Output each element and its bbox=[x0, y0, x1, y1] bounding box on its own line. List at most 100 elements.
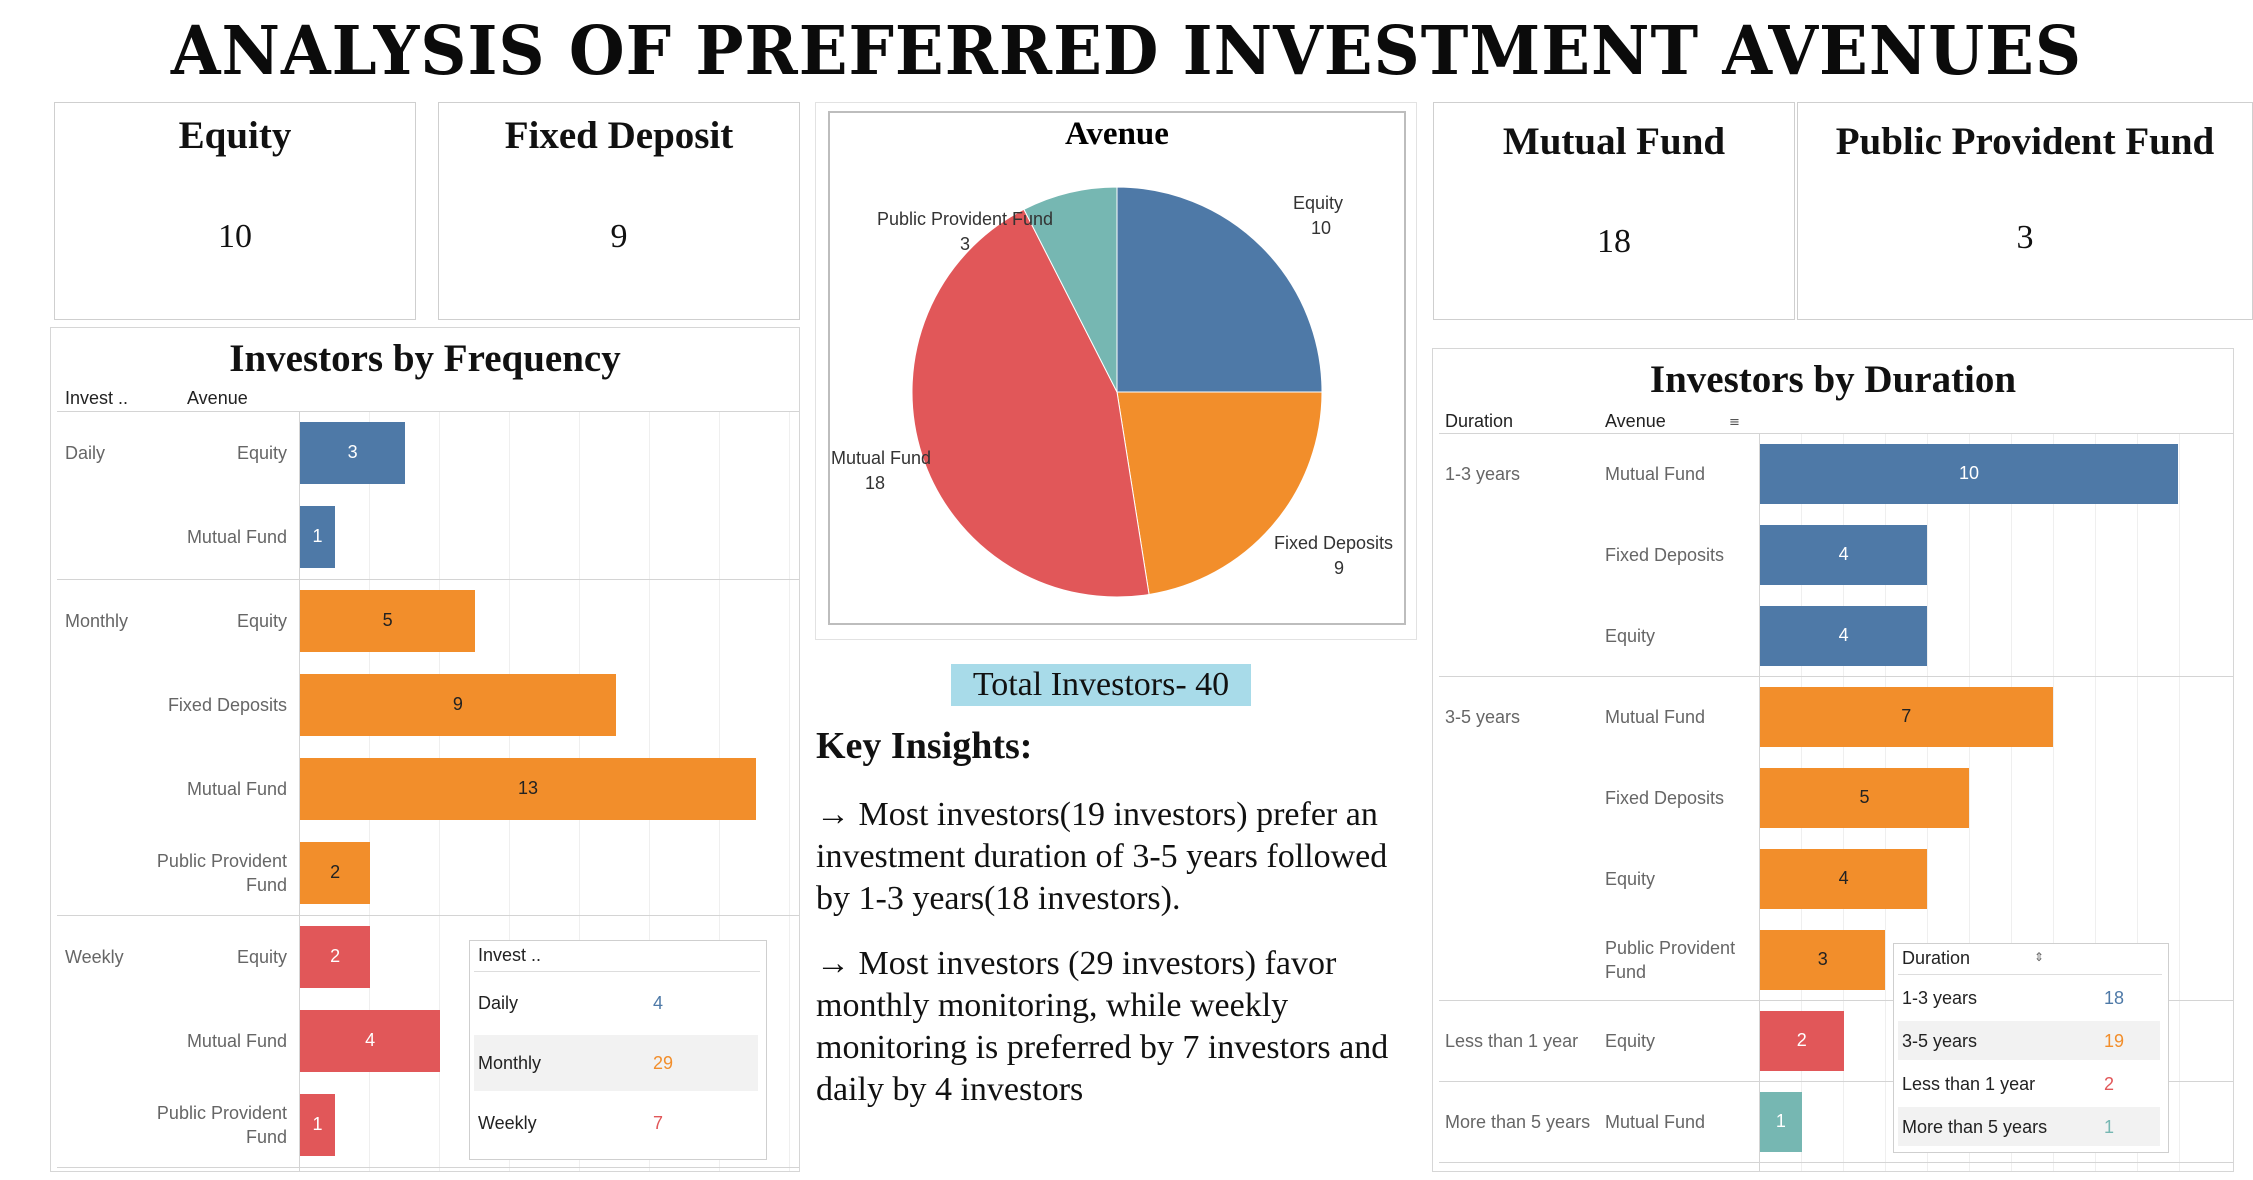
avenue-label: Fixed Deposits bbox=[1605, 787, 1725, 808]
bar-value-label: 4 bbox=[1838, 543, 1849, 564]
bar-value-label: 4 bbox=[1838, 624, 1849, 645]
grid-line bbox=[789, 411, 790, 1171]
dashboard-title: ANALYSIS OF PREFERRED INVESTMENT AVENUES bbox=[170, 12, 2083, 91]
avenue-label: Public Provident Fund bbox=[156, 851, 287, 895]
kpi-card-fixed-deposit: Fixed Deposit 9 bbox=[438, 102, 800, 320]
bar-value-label: 4 bbox=[365, 1030, 376, 1050]
legend-row-value: 29 bbox=[653, 1053, 674, 1073]
bar bbox=[1760, 605, 1928, 666]
avenue-label: Mutual Fund bbox=[1605, 1111, 1706, 1132]
group-label: More than 5 years bbox=[1445, 1111, 1591, 1132]
group-divider bbox=[1439, 1000, 2233, 1001]
grid-line bbox=[2137, 433, 2138, 1171]
bar-value-label: 10 bbox=[1958, 462, 1980, 483]
pie-slice-equity[interactable] bbox=[1116, 186, 1323, 393]
bar bbox=[300, 1094, 336, 1156]
bar bbox=[1760, 686, 2053, 747]
legend-divider bbox=[474, 971, 760, 972]
group-label: Weekly bbox=[65, 947, 124, 967]
duration-col-header-duration: Duration bbox=[1445, 411, 1514, 431]
legend-row-stripe bbox=[474, 1035, 758, 1091]
avenue-label: Mutual Fund bbox=[186, 527, 287, 547]
bar-value-label: 2 bbox=[330, 862, 341, 882]
pie-title: Avenue bbox=[1065, 116, 1169, 152]
bar bbox=[1760, 929, 1886, 990]
legend-row-stripe bbox=[1898, 1107, 2160, 1146]
group-divider bbox=[57, 915, 799, 916]
bar-value-label: 3 bbox=[347, 442, 358, 462]
grid-line bbox=[1969, 433, 1970, 1171]
duration-col-header-avenue: Avenue bbox=[1605, 411, 1666, 431]
avenue-label: Equity bbox=[1605, 1030, 1656, 1051]
bar bbox=[1760, 767, 1969, 828]
bar bbox=[1760, 443, 2178, 504]
pie-slice-mutual-fund[interactable] bbox=[911, 208, 1150, 598]
bar-value-label: 2 bbox=[330, 946, 341, 966]
legend-divider bbox=[1898, 974, 2162, 975]
pie-chart: Avenue Equity 10 Fixed Deposits 9 Mutual Fund… bbox=[831, 116, 1393, 598]
pie-slice-fixed-deposits[interactable] bbox=[1116, 391, 1323, 596]
grid-line bbox=[2053, 433, 2054, 1171]
group-label: Monthly bbox=[65, 611, 129, 631]
axis-line bbox=[299, 411, 300, 1171]
group-divider bbox=[57, 579, 799, 580]
avenue-label: Mutual Fund bbox=[186, 1031, 287, 1051]
kpi-label: Equity bbox=[178, 114, 292, 157]
sort-icon[interactable]: ≡ bbox=[1729, 415, 1740, 430]
frequency-panel: Investors by Frequency Invest .. Avenue … bbox=[50, 327, 800, 1172]
pie-inner-frame bbox=[828, 111, 1406, 625]
legend-row-value: 18 bbox=[2104, 987, 2125, 1008]
kpi-label: Public Provident Fund bbox=[1835, 120, 2215, 163]
bar bbox=[300, 674, 616, 736]
duration-panel: Investors by Duration Duration Avenue ≡ … bbox=[1432, 348, 2234, 1172]
legend-row-label: Daily bbox=[478, 993, 519, 1013]
frequency-legend: Invest .. Daily 4 Monthly 29 Weekly 7 bbox=[469, 940, 767, 1160]
bar bbox=[300, 926, 371, 988]
bar bbox=[1760, 1010, 1844, 1071]
total-investors: Total Investors- 40 bbox=[951, 664, 1251, 706]
bar-value-label: 7 bbox=[1901, 705, 1912, 726]
axis-line bbox=[1759, 433, 1760, 1171]
pie-slice-public-provident-fund[interactable] bbox=[1023, 186, 1118, 393]
grid-line bbox=[2095, 433, 2096, 1171]
frequency-col-header-invest: Invest .. bbox=[65, 388, 129, 408]
insight-duration: → Most investors(19 investors) prefer an… bbox=[816, 796, 1388, 917]
legend-row-value: 7 bbox=[653, 1113, 664, 1133]
insight-frequency: → Most investors (29 investors) favor mo… bbox=[816, 945, 1389, 1108]
avenue-label: Equity bbox=[236, 947, 287, 967]
bar-value-label: 1 bbox=[312, 1114, 323, 1134]
kpi-label: Mutual Fund bbox=[1502, 120, 1726, 163]
bar-value-label: 1 bbox=[312, 526, 323, 546]
legend-row-label: 1-3 years bbox=[1902, 987, 1978, 1008]
bar-value-label: 4 bbox=[1838, 867, 1849, 888]
avenue-label: Fixed Deposits bbox=[167, 695, 287, 715]
legend-row-label: Monthly bbox=[478, 1053, 542, 1073]
legend-row-label: More than 5 years bbox=[1902, 1116, 2048, 1137]
avenue-label: Equity bbox=[1605, 868, 1656, 889]
legend-row-stripe bbox=[1898, 1021, 2160, 1060]
duration-legend: Duration ⇕ 1-3 years 18 3-5 years 19 Less than… bbox=[1893, 943, 2169, 1153]
grid-line bbox=[2179, 433, 2180, 1171]
kpi-value: 18 bbox=[1597, 223, 1631, 260]
legend-header: Duration bbox=[1902, 948, 1971, 968]
frequency-col-header-avenue: Avenue bbox=[187, 388, 248, 408]
group-divider bbox=[1439, 676, 2233, 677]
pie-label: Public Provident Fund 3 bbox=[877, 209, 1053, 254]
sort-icon: ⇕ bbox=[2034, 950, 2045, 964]
header-divider bbox=[57, 411, 799, 412]
bar bbox=[300, 422, 406, 484]
avenue-label: Fixed Deposits bbox=[1605, 544, 1725, 565]
avenue-label: Equity bbox=[1605, 625, 1656, 646]
bar-value-label: 5 bbox=[1859, 786, 1870, 807]
pie-label: Fixed Deposits 9 bbox=[1274, 533, 1393, 578]
legend-row-label: 3-5 years bbox=[1902, 1030, 1978, 1051]
legend-header: Invest .. bbox=[478, 945, 542, 965]
pie-label: Equity 10 bbox=[1293, 193, 1343, 238]
bar-value-label: 9 bbox=[452, 694, 463, 714]
frequency-title: Investors by Frequency bbox=[229, 337, 621, 380]
kpi-value: 9 bbox=[610, 218, 628, 255]
header-divider bbox=[1439, 433, 2233, 434]
kpi-value: 10 bbox=[218, 218, 252, 255]
bar bbox=[1760, 524, 1928, 585]
grid-line bbox=[2011, 433, 2012, 1171]
